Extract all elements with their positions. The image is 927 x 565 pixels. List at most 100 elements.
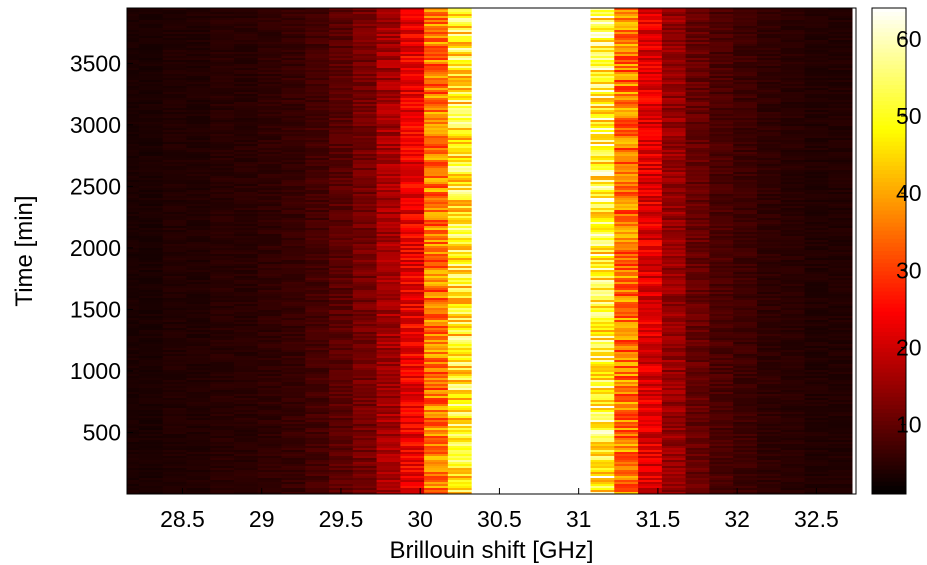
- heatmap-cell: [566, 70, 591, 73]
- heatmap-cell: [495, 152, 520, 155]
- heatmap-cell: [566, 150, 591, 153]
- heatmap-cell: [138, 72, 164, 75]
- heatmap-cell: [352, 440, 377, 443]
- heatmap-cell: [127, 64, 140, 67]
- heatmap-cell: [329, 152, 354, 155]
- heatmap-cell: [210, 76, 235, 79]
- heatmap-cell: [138, 196, 164, 199]
- heatmap-cell: [329, 298, 354, 301]
- heatmap-cell: [305, 342, 330, 345]
- heatmap-cell: [329, 48, 354, 51]
- heatmap-cell: [162, 406, 187, 409]
- heatmap-cell: [234, 24, 259, 27]
- heatmap-cell: [305, 120, 330, 123]
- heatmap-cell: [186, 308, 211, 311]
- heatmap-cell: [400, 376, 425, 379]
- heatmap-cell: [376, 290, 401, 293]
- heatmap-cell: [543, 328, 568, 331]
- heatmap-cell: [305, 286, 330, 289]
- heatmap-cell: [424, 130, 449, 133]
- heatmap-cell: [471, 482, 496, 485]
- heatmap-cell: [447, 406, 473, 409]
- heatmap-cell: [400, 366, 425, 369]
- heatmap-cell: [376, 22, 401, 25]
- heatmap-cell: [281, 136, 306, 139]
- heatmap-cell: [234, 122, 259, 125]
- heatmap-cell: [186, 386, 211, 389]
- heatmap-cell: [495, 40, 520, 43]
- heatmap-cell: [519, 44, 544, 47]
- heatmap-cell: [281, 28, 306, 31]
- heatmap-cell: [566, 38, 591, 41]
- heatmap-cell: [376, 426, 401, 429]
- heatmap-cell: [329, 30, 354, 33]
- heatmap-cell: [566, 426, 591, 429]
- heatmap-cell: [305, 206, 330, 209]
- heatmap-cell: [138, 34, 164, 37]
- heatmap-cell: [400, 326, 425, 329]
- heatmap-cell: [376, 292, 401, 295]
- heatmap-cell: [281, 24, 306, 27]
- heatmap-cell: [543, 346, 568, 349]
- heatmap-cell: [400, 172, 425, 175]
- heatmap-cell: [566, 144, 591, 147]
- heatmap-cell: [210, 430, 235, 433]
- heatmap-cell: [543, 440, 568, 443]
- heatmap-cell: [424, 468, 449, 471]
- heatmap-cell: [138, 346, 164, 349]
- heatmap-cell: [210, 184, 235, 187]
- heatmap-cell: [447, 386, 473, 389]
- heatmap-cell: [400, 280, 425, 283]
- heatmap-cell: [566, 348, 591, 351]
- heatmap-cell: [400, 276, 425, 279]
- heatmap-cell: [329, 462, 354, 465]
- heatmap-cell: [495, 388, 520, 391]
- heatmap-cell: [352, 230, 377, 233]
- heatmap-cell: [519, 492, 544, 495]
- heatmap-cell: [305, 178, 330, 181]
- heatmap-cell: [543, 452, 568, 455]
- heatmap-cell: [424, 152, 449, 155]
- heatmap-cell: [471, 168, 496, 171]
- heatmap-cell: [162, 210, 187, 213]
- heatmap-cell: [376, 326, 401, 329]
- heatmap-cell: [210, 398, 235, 401]
- heatmap-cell: [127, 90, 140, 93]
- heatmap-cell: [376, 74, 401, 77]
- heatmap-cell: [471, 18, 496, 21]
- heatmap-cell: [543, 144, 568, 147]
- heatmap-cell: [495, 450, 520, 453]
- heatmap-cell: [566, 286, 591, 289]
- heatmap-cell: [543, 312, 568, 315]
- heatmap-cell: [162, 370, 187, 373]
- heatmap-cell: [186, 52, 211, 55]
- heatmap-cell: [352, 434, 377, 437]
- heatmap-cell: [257, 416, 282, 419]
- heatmap-cell: [424, 144, 449, 147]
- heatmap-cell: [305, 260, 330, 263]
- heatmap-cell: [127, 212, 140, 215]
- heatmap-cell: [127, 492, 140, 495]
- heatmap-cell: [257, 124, 282, 127]
- heatmap-cell: [127, 52, 140, 55]
- heatmap-cell: [186, 148, 211, 151]
- heatmap-cell: [447, 284, 473, 287]
- heatmap-cell: [590, 132, 615, 135]
- heatmap-cell: [234, 406, 259, 409]
- heatmap-cell: [257, 370, 282, 373]
- heatmap-cell: [543, 188, 568, 191]
- heatmap-cell: [519, 102, 544, 105]
- heatmap-cell: [305, 416, 330, 419]
- heatmap-cell: [186, 82, 211, 85]
- heatmap-cell: [471, 158, 496, 161]
- heatmap-cell: [329, 350, 354, 353]
- heatmap-cell: [305, 130, 330, 133]
- heatmap-cell: [471, 100, 496, 103]
- heatmap-cell: [257, 374, 282, 377]
- heatmap-cell: [543, 284, 568, 287]
- heatmap-cell: [127, 248, 140, 251]
- heatmap-cell: [234, 412, 259, 415]
- heatmap-cell: [257, 430, 282, 433]
- heatmap-cell: [376, 122, 401, 125]
- heatmap-cell: [305, 474, 330, 477]
